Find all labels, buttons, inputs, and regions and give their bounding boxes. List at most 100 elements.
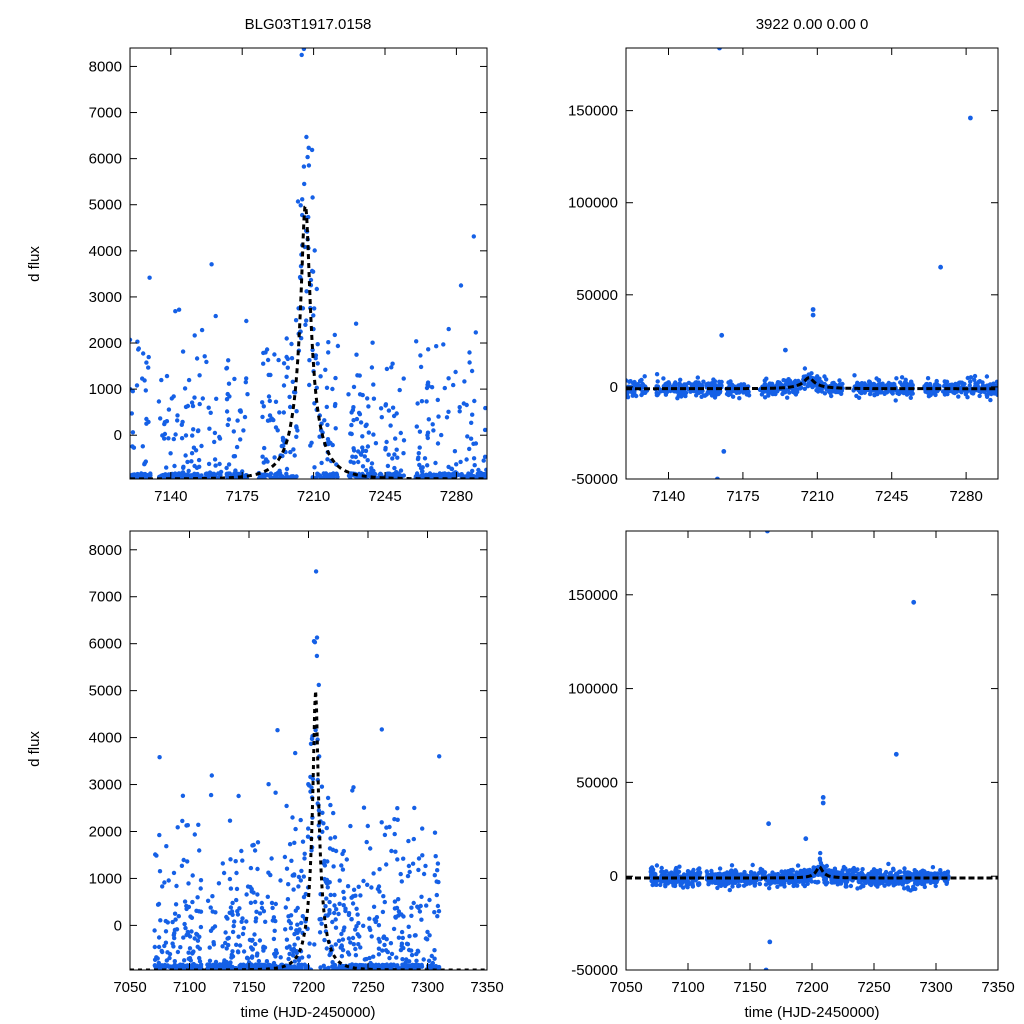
data-point	[453, 369, 458, 375]
data-point	[332, 910, 337, 916]
data-point	[173, 309, 178, 314]
data-point	[333, 472, 338, 477]
data-point	[212, 439, 217, 445]
data-point	[295, 922, 300, 927]
data-point	[674, 865, 679, 871]
data-point	[412, 805, 417, 811]
data-point	[730, 394, 736, 399]
data-point	[259, 962, 264, 967]
data-point	[855, 886, 860, 891]
data-point	[261, 909, 267, 914]
data-point	[684, 386, 690, 391]
data-point	[159, 963, 164, 968]
data-point	[361, 805, 367, 810]
data-point	[152, 963, 158, 968]
data-point	[261, 460, 266, 465]
data-point	[180, 818, 185, 824]
data-point	[868, 882, 874, 888]
data-point	[158, 416, 163, 421]
data-point	[351, 384, 357, 390]
data-point	[467, 360, 472, 365]
data-point	[396, 909, 402, 914]
data-point	[306, 163, 312, 168]
data-point	[435, 903, 441, 909]
data-point	[272, 928, 277, 933]
data-point	[196, 909, 202, 914]
data-point	[231, 429, 236, 434]
data-point	[209, 773, 214, 778]
data-point	[278, 955, 283, 960]
ylabel-top: d flux	[26, 246, 43, 282]
data-point	[341, 928, 346, 933]
y-tick-label: 0	[114, 917, 122, 934]
data-point	[307, 358, 312, 363]
data-point	[337, 878, 342, 883]
data-point	[972, 377, 977, 382]
data-point	[211, 940, 216, 945]
data-point	[212, 430, 218, 436]
data-point	[729, 863, 735, 868]
data-point	[349, 431, 354, 437]
data-point	[235, 912, 241, 917]
data-point	[432, 873, 437, 878]
data-point	[367, 955, 372, 961]
data-point	[366, 404, 371, 409]
data-point	[307, 382, 312, 388]
data-point	[353, 321, 359, 326]
data-point	[303, 966, 309, 970]
data-point	[477, 471, 483, 476]
data-point	[308, 967, 314, 970]
data-point	[921, 881, 927, 887]
data-point	[414, 958, 419, 963]
data-point	[187, 946, 193, 951]
x-tick-label: 7250	[857, 979, 890, 996]
data-point	[295, 930, 300, 935]
data-point	[239, 919, 244, 924]
data-point	[988, 397, 993, 403]
data-point	[186, 904, 192, 910]
x-tick-label: 7280	[440, 488, 473, 505]
data-point	[717, 866, 723, 871]
data-point	[195, 471, 200, 477]
data-point	[312, 248, 317, 253]
data-point	[309, 147, 315, 153]
data-point	[209, 262, 214, 267]
y-tick-label: 0	[610, 379, 618, 396]
data-point	[893, 398, 898, 403]
data-point	[418, 364, 424, 370]
data-point	[250, 947, 255, 952]
data-point	[467, 446, 472, 452]
data-point	[252, 848, 258, 853]
data-point	[661, 869, 666, 875]
data-point	[365, 882, 370, 887]
data-point	[285, 897, 291, 902]
data-point	[358, 420, 364, 425]
data-point	[152, 928, 157, 933]
data-point	[376, 952, 382, 957]
data-point	[395, 817, 400, 822]
data-point	[302, 856, 307, 861]
data-point	[437, 472, 443, 477]
data-point	[327, 899, 332, 905]
data-point	[340, 867, 346, 872]
data-point	[197, 848, 202, 853]
data-point	[183, 404, 189, 410]
data-point	[632, 379, 637, 385]
data-point	[224, 365, 230, 371]
data-point	[305, 154, 310, 160]
data-point	[225, 916, 230, 921]
data-point	[358, 893, 363, 898]
data-point	[424, 903, 429, 908]
data-point	[168, 451, 173, 456]
data-point	[856, 879, 862, 885]
data-point	[752, 883, 757, 888]
data-point	[395, 806, 400, 811]
data-point	[337, 901, 342, 906]
data-point	[360, 434, 365, 439]
data-point	[197, 934, 202, 939]
x-tick-label: 7140	[652, 488, 685, 505]
data-point	[231, 454, 236, 459]
data-point	[353, 946, 358, 952]
data-point	[737, 396, 742, 401]
data-point	[233, 859, 238, 864]
